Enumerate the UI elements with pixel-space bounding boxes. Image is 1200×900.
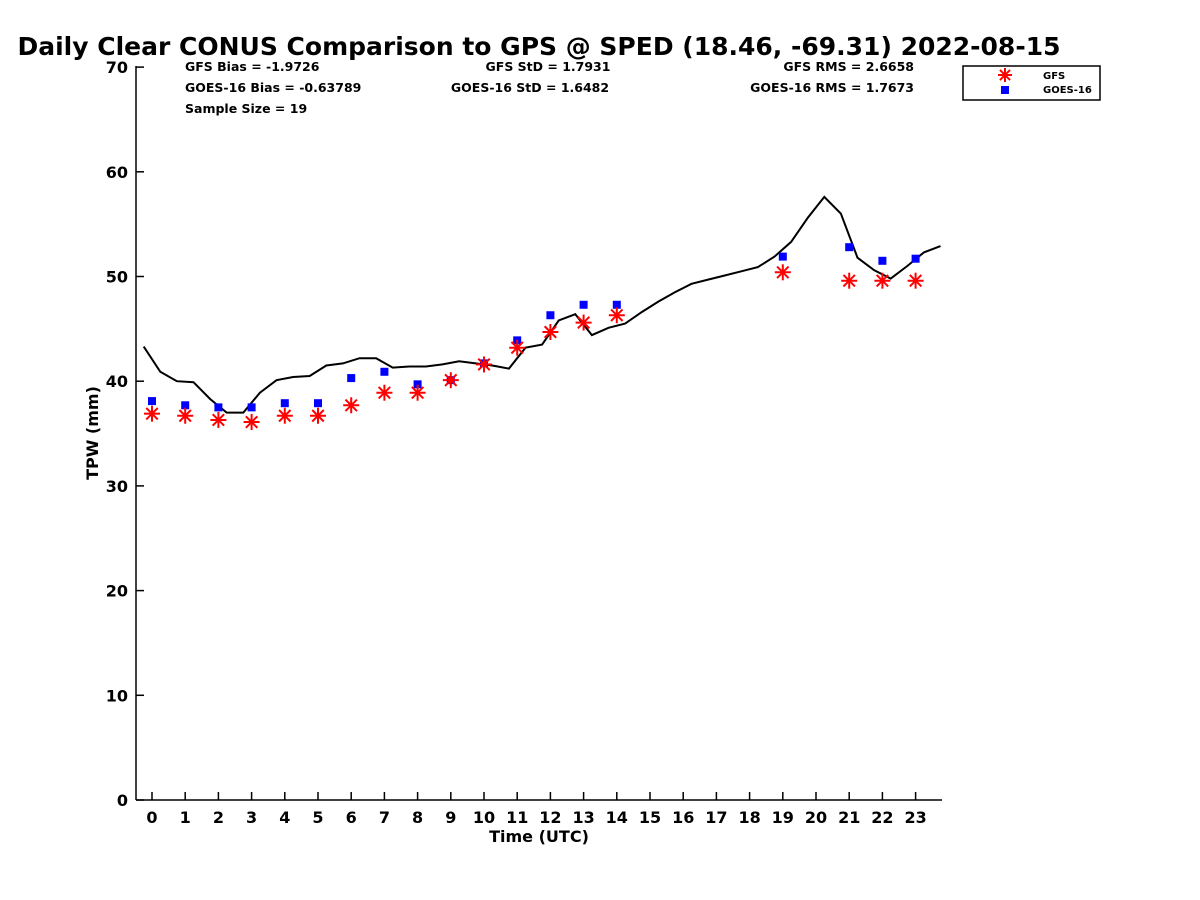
- legend-gfs-marker: [998, 68, 1012, 82]
- gfs-point: [841, 272, 858, 289]
- goes16-point: [911, 254, 920, 263]
- gfs-point: [608, 307, 625, 324]
- gfs-point: [177, 407, 194, 424]
- x-tick-label: 15: [639, 808, 661, 827]
- gfs-bias-text: GFS Bias = -1.9726: [185, 59, 320, 74]
- goes16-point: [612, 300, 621, 309]
- x-tick-label: 20: [805, 808, 827, 827]
- goes16-point: [247, 403, 256, 412]
- goes16-series: [148, 243, 920, 412]
- x-tick-label: 12: [539, 808, 561, 827]
- y-tick-label: 20: [106, 582, 128, 601]
- goes16-point: [546, 311, 555, 320]
- legend-box: [962, 65, 1101, 101]
- legend-gfs-label: GFS: [1043, 71, 1065, 82]
- x-tick-label: 2: [213, 808, 224, 827]
- goes16-point: [280, 399, 289, 408]
- gfs-point: [310, 407, 326, 424]
- chart-title: Daily Clear CONUS Comparison to GPS @ SP…: [17, 32, 1060, 61]
- goes16-point: [314, 399, 322, 408]
- x-ticks: 0 1 2 3 4 5 6 7 8 9 10 11 12 13 14 15 16 17 18 19 20 21 22 23: [146, 792, 927, 827]
- goes-rms-text: GOES-16 RMS = 1.7673: [750, 80, 914, 95]
- y-tick-label: 60: [106, 163, 128, 182]
- goes16-point: [347, 374, 356, 383]
- legend-gfs-asterisk: [998, 68, 1012, 82]
- gfs-point: [409, 384, 426, 401]
- goes16-point: [778, 252, 787, 261]
- y-ticks: 0 10 20 30 40 50 60 70: [106, 58, 144, 810]
- x-tick-label: 3: [246, 808, 257, 827]
- y-tick-label: 70: [106, 58, 128, 77]
- gfs-series: [144, 264, 924, 431]
- gfs-point: [476, 356, 492, 373]
- gfs-rms-text: GFS RMS = 2.6658: [783, 59, 914, 74]
- y-tick-label: 40: [106, 372, 128, 391]
- x-tick-label: 23: [904, 808, 926, 827]
- goes16-point: [148, 397, 156, 406]
- x-tick-label: 22: [871, 808, 893, 827]
- x-tick-label: 19: [772, 808, 794, 827]
- x-tick-label: 17: [705, 808, 727, 827]
- x-tick-label: 11: [506, 808, 528, 827]
- x-tick-label: 4: [279, 808, 290, 827]
- x-tick-label: 0: [146, 808, 157, 827]
- goes16-point: [878, 256, 887, 265]
- x-tick-label: 13: [572, 808, 594, 827]
- x-tick-label: 6: [346, 808, 357, 827]
- sample-size-text: Sample Size = 19: [185, 101, 307, 116]
- x-tick-label: 8: [412, 808, 423, 827]
- gfs-point: [243, 414, 260, 431]
- x-tick-label: 16: [672, 808, 694, 827]
- legend-goes-marker: [1001, 86, 1009, 94]
- goes16-point: [214, 403, 223, 412]
- gfs-point: [509, 339, 526, 356]
- goes-std-text: GOES-16 StD = 1.6482: [451, 80, 609, 95]
- gfs-point: [542, 323, 559, 340]
- goes16-point: [845, 243, 854, 252]
- gfs-point: [774, 264, 791, 281]
- gps-line: [142, 195, 941, 414]
- x-tick-label: 5: [312, 808, 323, 827]
- gfs-point: [210, 411, 227, 428]
- gfs-point: [907, 272, 924, 289]
- y-tick-label: 50: [106, 268, 128, 287]
- gfs-point: [376, 384, 393, 401]
- gfs-point: [144, 405, 160, 422]
- y-axis-label: TPW (mm): [83, 386, 102, 480]
- stats-block: GFS Bias = -1.9726 GOES-16 Bias = -0.637…: [185, 59, 914, 116]
- x-tick-label: 1: [180, 808, 191, 827]
- y-tick-label: 10: [106, 686, 128, 705]
- gfs-point: [874, 272, 891, 289]
- legend-goes-label: GOES-16: [1043, 85, 1092, 96]
- goes16-point: [380, 367, 389, 376]
- x-tick-label: 21: [838, 808, 860, 827]
- goes16-point: [413, 380, 422, 389]
- gps-series: [142, 195, 941, 414]
- goes16-point: [181, 401, 190, 410]
- gfs-point: [276, 407, 293, 424]
- gfs-std-text: GFS StD = 1.7931: [486, 59, 611, 74]
- x-tick-label: 9: [445, 808, 456, 827]
- x-tick-label: 7: [379, 808, 390, 827]
- gfs-point: [343, 397, 360, 414]
- goes16-point: [579, 300, 588, 309]
- gfs-point: [575, 314, 592, 331]
- gfs-point: [442, 372, 459, 389]
- x-axis-label: Time (UTC): [489, 827, 589, 846]
- legend: GFS GOES-16: [962, 65, 1101, 101]
- x-tick-label: 10: [473, 808, 495, 827]
- goes-bias-text: GOES-16 Bias = -0.63789: [185, 80, 361, 95]
- x-tick-label: 18: [738, 808, 760, 827]
- y-tick-label: 30: [106, 477, 128, 496]
- x-tick-label: 14: [606, 808, 628, 827]
- y-tick-label: 0: [117, 791, 128, 810]
